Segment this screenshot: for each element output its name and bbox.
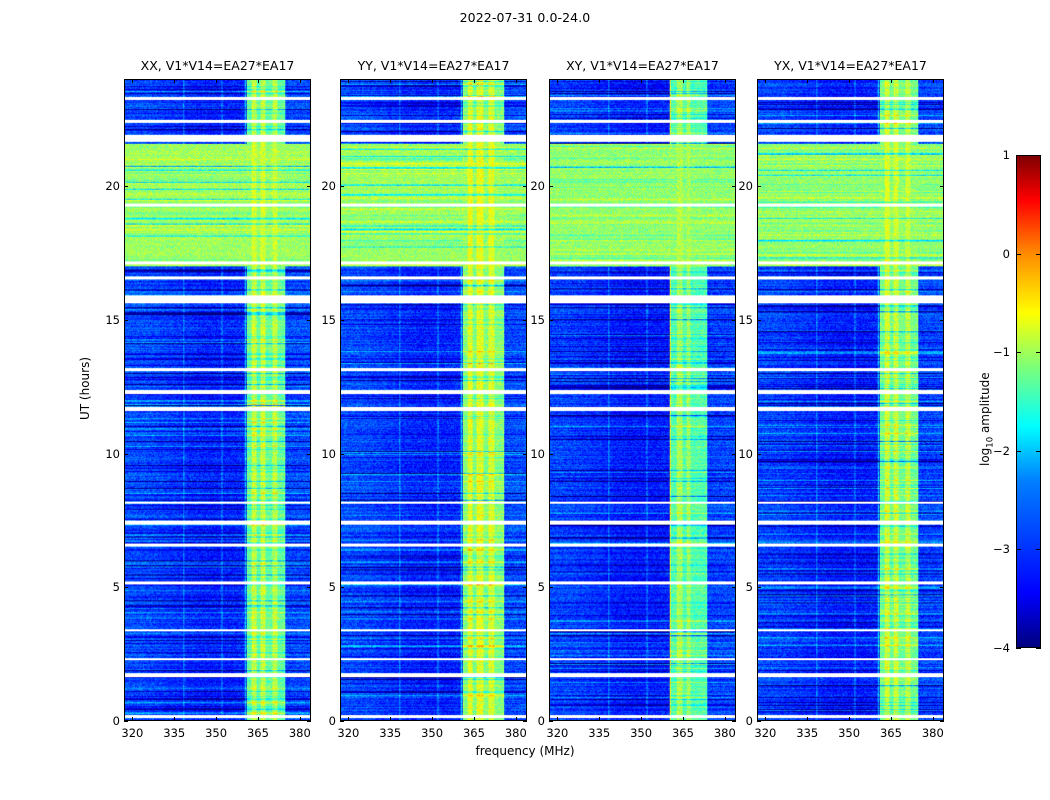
y-tick-label: 0 (328, 714, 336, 728)
colorbar-tickmark (1036, 648, 1041, 649)
y-axis-tick-labels: 0 5 10 15 20 0 5 10 15 20 0 5 10 15 20 0 5 10 15 20 (0, 0, 753, 800)
colorbar-tickmark (1036, 451, 1041, 452)
y-tick-label-group: 0 5 10 15 20 (0, 0, 120, 800)
colorbar-tick-label: −4 (993, 641, 1010, 655)
colorbar-tickmark (1016, 549, 1021, 550)
colorbar-tickmark (1016, 648, 1021, 649)
y-tick-label: 15 (530, 312, 545, 327)
y-tick-label: 10 (105, 446, 120, 461)
y-tick-label: 15 (105, 312, 120, 327)
y-tickmark (940, 721, 944, 722)
waterfall-panel-xx[interactable] (124, 79, 311, 721)
colorbar-tick-label: −2 (993, 443, 1010, 458)
y-tickmark (757, 721, 761, 722)
y-tick-label: 5 (745, 580, 753, 595)
x-axis-label: frequency (MHz) (475, 744, 575, 758)
colorbar-tick-label: 0 (1002, 246, 1010, 261)
panel-title-xx: XX, V1*V14=EA27*EA17 (140, 58, 295, 73)
y-tick-label: 5 (537, 580, 545, 595)
y-tick-label: 0 (745, 714, 753, 728)
x-tick-label: 335 (796, 726, 819, 740)
x-tick-label: 365 (879, 726, 902, 740)
panel-title-yy: YY, V1*V14=EA27*EA17 (357, 58, 510, 73)
colorbar-tick-label: −3 (993, 542, 1010, 557)
y-tick-label: 20 (321, 179, 336, 193)
y-axis-label: UT (hours) (78, 356, 92, 420)
colorbar-tickmark (1016, 451, 1021, 452)
colorbar-tickmark (1036, 254, 1041, 255)
y-tick-label-group: 0 5 10 15 20 (0, 0, 336, 800)
y-tick-label: 15 (321, 312, 336, 327)
y-tick-label-group: 0 5 10 15 20 (530, 179, 545, 728)
y-tick-label: 5 (112, 580, 120, 595)
y-tick-label: 5 (328, 580, 336, 595)
panel-title-yx: YX, V1*V14=EA27*EA17 (774, 58, 927, 73)
colorbar[interactable] (1016, 155, 1041, 648)
colorbar-tickmark (1016, 352, 1021, 353)
x-tick-label: 380 (921, 726, 944, 740)
colorbar-label: log10 amplitude (978, 372, 995, 466)
colorbar-tick-label: −1 (993, 345, 1010, 360)
y-tick-label: 15 (738, 312, 753, 327)
y-tick-label: 10 (530, 446, 545, 461)
y-tick-label: 10 (321, 446, 336, 461)
colorbar-tickmark (1036, 155, 1041, 156)
colorbar-tickmark (1016, 155, 1021, 156)
colorbar-label-subscript: 10 (985, 436, 996, 448)
y-tick-label: 20 (105, 179, 120, 193)
colorbar-tick-label: 1 (1002, 148, 1010, 162)
y-tick-label-group: 0 5 10 15 20 (738, 179, 753, 728)
y-tick-label: 0 (537, 714, 545, 728)
x-tick-label: 320 (754, 726, 777, 740)
waterfall-panel-yx[interactable] (757, 79, 944, 721)
x-tick-label: 350 (838, 726, 861, 740)
panel-title-xy: XY, V1*V14=EA27*EA17 (566, 58, 719, 73)
y-tick-label: 20 (530, 179, 545, 193)
y-tick-label: 10 (738, 446, 753, 461)
waterfall-panel-yy[interactable] (340, 79, 527, 721)
colorbar-label-text: log10 amplitude (978, 372, 996, 466)
colorbar-tickmark (1036, 352, 1041, 353)
y-tick-label: 0 (112, 714, 120, 728)
y-tick-label: 20 (738, 179, 753, 193)
colorbar-tickmark (1036, 549, 1041, 550)
waterfall-panel-xy[interactable] (549, 79, 736, 721)
figure-suptitle: 2022-07-31 0.0-24.0 (459, 10, 591, 25)
colorbar-tickmark (1016, 254, 1021, 255)
